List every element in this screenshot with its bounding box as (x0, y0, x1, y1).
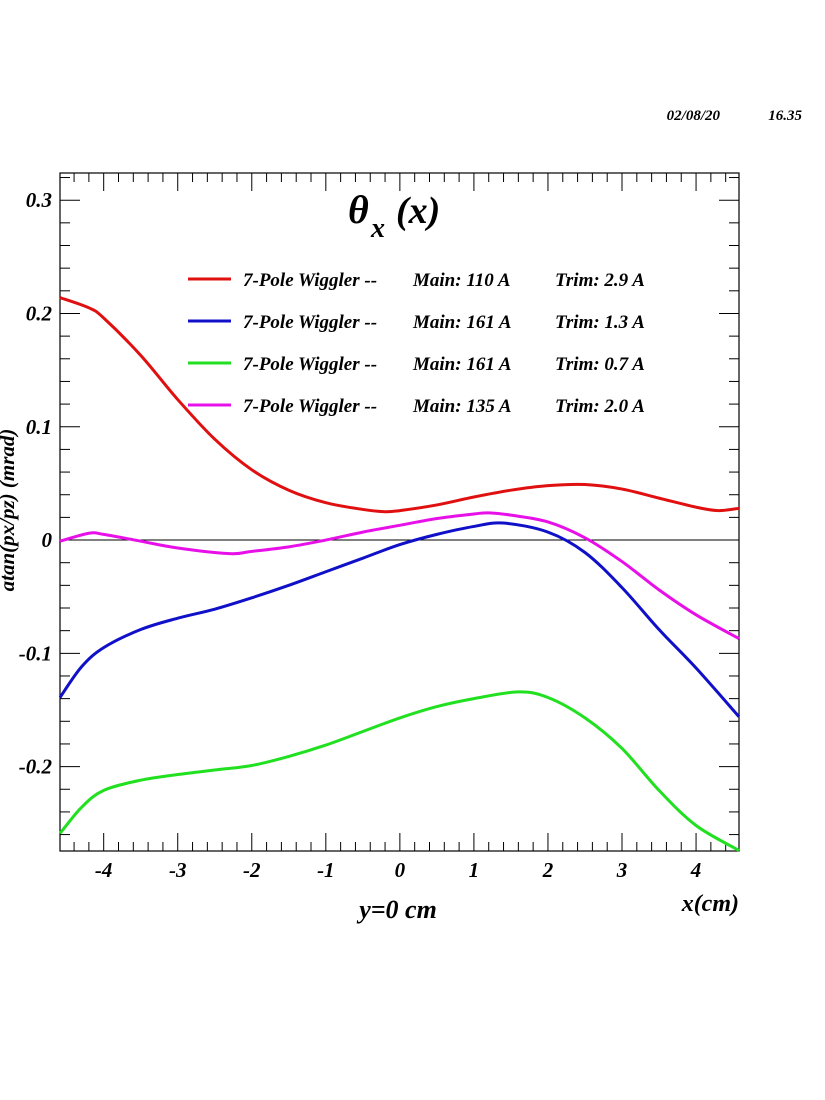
time-stamp: 16.35 (768, 108, 802, 124)
legend-main-current: Main: 161 A (412, 312, 512, 333)
y-tick-label: 0.2 (26, 301, 53, 325)
legend-main-current: Main: 161 A (412, 354, 512, 375)
annotation-y0: y=0 cm (356, 895, 437, 924)
y-tick-label: -0.2 (19, 755, 53, 779)
y-tick-labels: -0.2 -0.1 0 0.1 0.2 0.3 (19, 188, 53, 778)
legend-main-current: Main: 110 A (412, 270, 511, 291)
series-curves (58, 296, 741, 852)
x-tick-label: -4 (95, 858, 113, 882)
chart-title: θ (348, 187, 369, 232)
y-tick-label: 0 (42, 528, 53, 552)
legend-main-current: Main: 135 A (412, 396, 512, 417)
x-tick-labels: -4 -3 -2 -1 0 1 2 3 4 (95, 858, 701, 882)
x-tick-label: 0 (395, 858, 406, 882)
legend-device-label: 7-Pole Wiggler -- (243, 396, 377, 417)
x-tick-label: 2 (542, 858, 554, 882)
legend-device-label: 7-Pole Wiggler -- (243, 312, 377, 333)
legend-device-label: 7-Pole Wiggler -- (243, 354, 377, 375)
legend-trim-current: Trim: 2.9 A (555, 270, 645, 291)
series-line-3 (58, 690, 740, 852)
y-tick-label: 0.1 (26, 415, 52, 439)
legend-device-label: 7-Pole Wiggler -- (243, 270, 377, 291)
series-line-1 (59, 296, 740, 514)
x-tick-label: -3 (169, 858, 187, 882)
x-tick-label: 3 (616, 858, 628, 882)
date-stamp: 02/08/20 (667, 108, 721, 124)
legend-trim-current: Trim: 2.0 A (555, 396, 645, 417)
chart-title-suffix: (x) (396, 190, 440, 232)
x-tick-label: -1 (317, 858, 335, 882)
chart-title-subscript: x (370, 213, 385, 244)
series-line-2 (58, 521, 741, 718)
legend-trim-current: Trim: 0.7 A (555, 354, 645, 375)
x-tick-label: 4 (690, 858, 702, 882)
y-axis-label: atan(px/pz) (mrad) (0, 429, 19, 592)
x-tick-label: -2 (243, 858, 261, 882)
x-tick-label: 1 (469, 858, 480, 882)
legend-trim-current: Trim: 1.3 A (555, 312, 645, 333)
y-tick-label: -0.1 (19, 641, 52, 665)
series-line-4 (59, 511, 740, 640)
y-tick-label: 0.3 (26, 188, 52, 212)
x-axis-label: x(cm) (681, 891, 739, 917)
legend: 7-Pole Wiggler -- Main: 110 A Trim: 2.9 A 7… (188, 270, 645, 417)
